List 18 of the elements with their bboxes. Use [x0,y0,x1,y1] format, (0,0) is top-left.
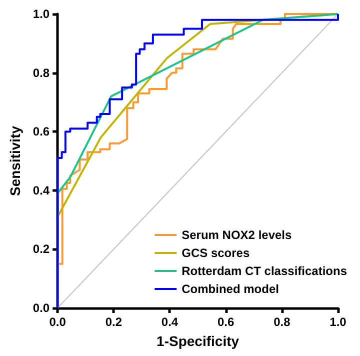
y-axis-title: Sensitivity [7,126,23,196]
x-tick-label: 0.8 [274,315,291,329]
y-tick-label: 1.0 [32,7,50,21]
x-tick-label: 0.2 [105,315,122,329]
legend-label: Combined model [182,282,279,296]
x-axis-title: 1-Specificity [156,333,240,349]
x-tick-label: 0.0 [49,315,66,329]
x-tick-label: 1.0 [330,315,347,329]
y-tick-label: 0.8 [32,66,50,80]
x-tick-label: 0.4 [161,315,178,329]
legend-label: Rotterdam CT classifications [182,264,348,278]
x-tick-label: 0.6 [217,315,234,329]
y-tick-label: 0.2 [32,242,50,256]
legend-label: GCS scores [182,246,250,260]
y-tick-label: 0.4 [32,183,50,198]
y-tick-label: 0.6 [32,124,50,139]
y-tick-label: 0.0 [32,301,50,315]
legend-label: Serum NOX2 levels [182,228,292,242]
